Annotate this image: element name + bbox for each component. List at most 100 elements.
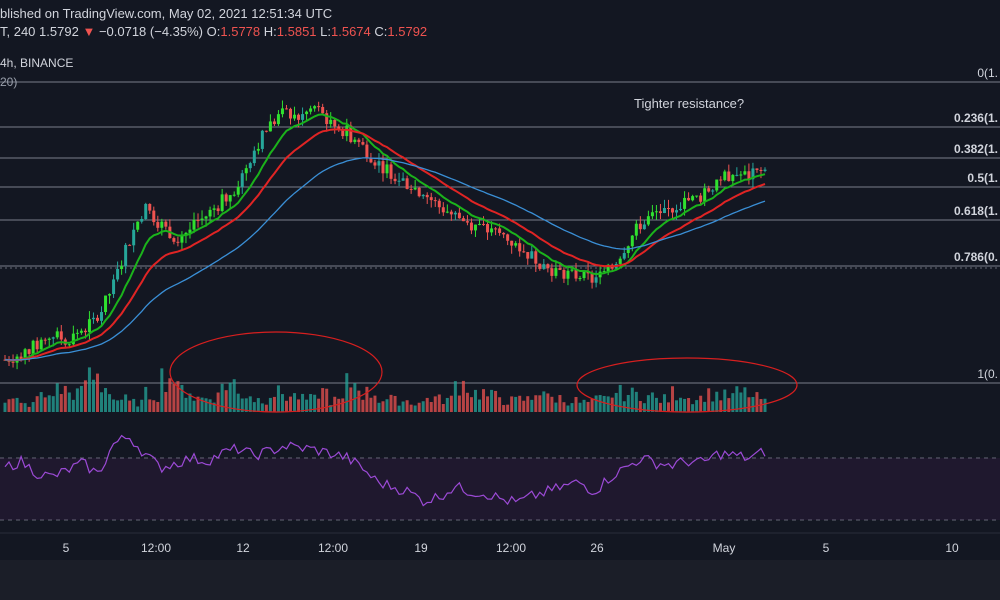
candle-body — [140, 218, 144, 222]
candle-body — [293, 114, 297, 119]
candle-body — [546, 264, 550, 269]
candle-body — [361, 142, 365, 145]
ema-green-line — [4, 113, 766, 362]
candle-body — [172, 238, 176, 242]
volume-bar — [305, 399, 309, 412]
volume-bar — [695, 400, 699, 412]
volume-bar — [224, 390, 228, 412]
volume-bar — [518, 395, 522, 412]
volume-bar — [35, 396, 39, 412]
published-line: blished on TradingView.com, May 02, 2021… — [0, 6, 332, 21]
volume-bar — [95, 373, 99, 412]
ema-blue-line — [4, 157, 766, 361]
volume-bar — [614, 392, 618, 412]
candle-body — [357, 139, 361, 143]
candle-body — [582, 270, 586, 279]
volume-bar — [457, 395, 461, 412]
candle-body — [51, 337, 55, 339]
volume-bar — [679, 397, 683, 412]
volume-bar — [751, 396, 755, 412]
volume-bar — [397, 405, 401, 412]
candle-body — [23, 349, 27, 360]
candle-body — [711, 190, 715, 192]
rsi-band — [0, 458, 1000, 520]
candle-body — [19, 356, 23, 360]
volume-bar — [433, 396, 437, 412]
candle-body — [618, 258, 622, 264]
candle-body — [675, 210, 679, 213]
candle-body — [341, 129, 345, 137]
candle-body — [377, 161, 381, 166]
candle-body — [683, 197, 687, 209]
volume-bar — [465, 392, 469, 412]
volume-bar — [409, 404, 413, 412]
volume-bar — [626, 394, 630, 412]
volume-bar — [19, 402, 23, 412]
x-tick-label: 19 — [414, 541, 428, 555]
volume-bar — [284, 400, 288, 412]
candle-body — [369, 158, 373, 163]
candle-body — [731, 174, 735, 182]
candle-body — [445, 211, 449, 213]
candle-body — [59, 331, 63, 340]
down-arrow-icon: ▼ — [82, 24, 96, 39]
candle-body — [27, 349, 31, 354]
volume-bar — [23, 403, 27, 412]
candle-body — [148, 203, 152, 211]
candle-body — [401, 178, 405, 181]
candle-body — [461, 218, 465, 222]
candle-body — [719, 179, 723, 181]
volume-bar — [687, 398, 691, 412]
candle-body — [437, 200, 441, 208]
volume-bar — [140, 399, 144, 412]
candle-body — [280, 108, 284, 115]
volume-bar — [522, 400, 526, 412]
volume-bar — [510, 396, 514, 412]
candle-body — [634, 223, 638, 236]
open-value: 1.5778 — [220, 24, 261, 39]
volume-bar — [144, 386, 148, 412]
candle-body — [506, 234, 510, 241]
volume-bar — [393, 395, 397, 412]
candle-body — [325, 113, 329, 125]
candle-body — [658, 211, 662, 214]
candle-body — [522, 251, 526, 253]
volume-bar — [184, 397, 188, 412]
candle-body — [747, 171, 751, 180]
volume-bar — [104, 388, 108, 412]
volume-bar — [188, 393, 192, 412]
volume-bar — [482, 389, 486, 412]
volume-bar — [228, 382, 232, 412]
volume-bar — [642, 403, 646, 412]
candle-body — [301, 114, 305, 120]
candle-body — [654, 211, 658, 213]
x-tick-label: May — [713, 541, 736, 555]
volume-bar — [421, 401, 425, 412]
volume-bar — [441, 403, 445, 412]
candle-body — [120, 266, 124, 269]
volume-bar — [91, 379, 95, 412]
volume-bar — [136, 406, 140, 412]
volume-bar — [67, 392, 71, 412]
candle-body — [691, 196, 695, 201]
volume-bar — [3, 402, 7, 412]
candle-body — [104, 295, 108, 313]
x-tick-label: 5 — [63, 541, 70, 555]
candle-body — [204, 216, 208, 219]
volume-bar — [373, 395, 377, 412]
candle-body — [124, 244, 128, 267]
candle-body — [590, 273, 594, 283]
candle-body — [252, 150, 256, 164]
candle-body — [284, 108, 288, 110]
volume-bar — [630, 387, 634, 412]
candle-body — [264, 130, 268, 132]
volume-bar — [317, 398, 321, 412]
candle-body — [305, 111, 309, 115]
volume-bar — [473, 389, 477, 412]
candle-body — [514, 243, 518, 246]
volume-bar — [357, 390, 361, 412]
volume-bar — [232, 379, 236, 412]
volume-bar — [31, 402, 35, 412]
volume-bar — [735, 386, 739, 412]
